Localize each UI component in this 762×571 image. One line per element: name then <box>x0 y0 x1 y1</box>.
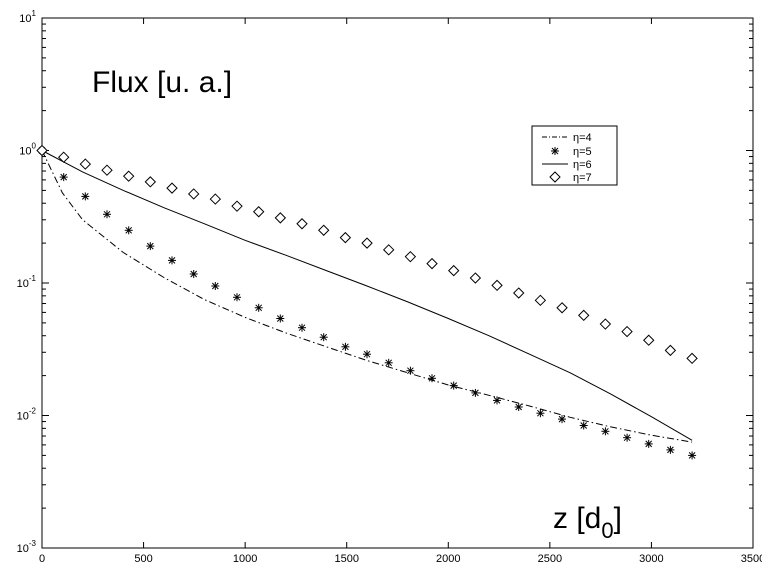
data-point-eta7 <box>643 334 655 346</box>
data-point-eta7 <box>79 158 92 170</box>
data-point-eta7 <box>166 182 178 194</box>
legend-label-eta5: η=5 <box>573 146 592 158</box>
data-point-eta7 <box>404 250 417 263</box>
x-tick-label: 1000 <box>233 553 257 565</box>
data-point-eta7 <box>491 279 503 292</box>
chart-title: Flux [u. a.] <box>92 66 232 99</box>
data-point-eta5 <box>189 270 198 278</box>
legend-label-eta4: η=4 <box>573 132 592 144</box>
legend-swatch-eta5 <box>551 147 559 155</box>
data-point-eta5 <box>276 314 285 323</box>
data-point-eta7 <box>556 302 568 314</box>
data-point-eta7 <box>664 344 677 357</box>
x-tick-label: 2500 <box>538 553 562 565</box>
data-point-eta5 <box>579 421 588 430</box>
data-point-eta7 <box>209 193 222 205</box>
data-point-eta5 <box>341 342 350 351</box>
x-axis-label-close: ] <box>614 502 622 535</box>
data-point-eta7 <box>317 224 330 236</box>
series-layer <box>36 144 698 460</box>
data-point-eta7 <box>534 294 547 307</box>
data-point-eta7 <box>36 144 48 157</box>
data-point-eta5 <box>124 226 133 235</box>
data-point-eta5 <box>493 396 501 405</box>
x-axis-label: z [d0] <box>553 502 622 543</box>
x-tick-label: 500 <box>134 553 152 565</box>
data-point-eta5 <box>168 256 176 265</box>
data-point-eta7 <box>339 231 352 244</box>
x-tick-label: 3500 <box>741 553 762 565</box>
data-point-eta5 <box>536 409 545 418</box>
legend-label-eta6: η=6 <box>573 159 592 171</box>
data-point-eta7 <box>686 352 698 365</box>
data-point-eta7 <box>296 218 308 230</box>
data-point-eta5 <box>406 366 415 375</box>
data-point-eta7 <box>448 264 460 277</box>
series-line-eta6 <box>41 150 693 441</box>
x-tick-label: 3000 <box>639 553 663 565</box>
data-point-eta5 <box>558 415 566 424</box>
x-tick-label: 0 <box>39 553 45 565</box>
legend-box <box>531 125 618 186</box>
series-line-eta4 <box>41 150 693 443</box>
x-axis: 0 500 1000 1500 2000 2500 3000 3500 <box>39 18 762 565</box>
data-point-eta5 <box>428 374 436 383</box>
data-point-eta5 <box>103 210 111 219</box>
data-point-eta5 <box>514 403 523 411</box>
data-point-eta5 <box>233 293 241 302</box>
data-point-eta5 <box>688 451 697 460</box>
y-tick-label: 101 <box>19 9 36 25</box>
y-axis: 10-3 10-2 10-1 100 101 <box>17 9 753 555</box>
data-point-eta5 <box>623 433 632 442</box>
data-point-eta5 <box>254 303 263 312</box>
data-point-eta7 <box>382 244 395 256</box>
y-tick-label: 10-3 <box>17 539 37 555</box>
data-point-eta7 <box>144 176 157 188</box>
x-axis-label-subscript: 0 <box>601 518 613 543</box>
data-point-eta5 <box>211 282 220 290</box>
data-point-eta5 <box>319 333 328 342</box>
legend-label-eta7: η=7 <box>573 172 592 184</box>
data-point-eta7 <box>426 257 438 270</box>
legend-swatch-eta7 <box>549 171 561 183</box>
data-point-eta5 <box>601 427 610 436</box>
data-point-eta5 <box>449 381 458 390</box>
data-point-eta5 <box>471 388 480 397</box>
data-point-eta5 <box>146 242 155 251</box>
data-point-eta5 <box>59 173 68 182</box>
x-axis-label-main: z [d <box>553 502 601 535</box>
y-tick-label: 10-2 <box>17 407 37 423</box>
data-point-eta7 <box>513 287 525 299</box>
data-point-eta7 <box>231 200 243 212</box>
data-point-eta7 <box>101 164 113 176</box>
x-tick-label: 1500 <box>334 553 358 565</box>
y-tick-label: 100 <box>19 142 36 158</box>
data-point-eta7 <box>187 188 200 200</box>
data-point-eta7 <box>252 206 265 218</box>
y-tick-label: 10-1 <box>17 274 37 290</box>
data-point-eta5 <box>81 192 90 201</box>
data-point-eta7 <box>361 237 373 249</box>
data-point-eta5 <box>644 439 653 448</box>
data-point-eta7 <box>469 272 482 284</box>
data-point-eta7 <box>599 318 612 330</box>
legend: η=4 η=5 η=6 η=7 <box>531 125 618 186</box>
data-point-eta7 <box>122 170 135 182</box>
plot-frame <box>41 17 754 549</box>
data-point-eta5 <box>666 445 675 454</box>
data-point-eta5 <box>363 350 371 359</box>
data-point-eta5 <box>384 358 393 367</box>
data-point-eta7 <box>57 151 70 163</box>
data-point-eta7 <box>578 309 590 322</box>
x-tick-label: 2000 <box>436 553 460 565</box>
data-point-eta7 <box>274 212 287 224</box>
data-point-eta7 <box>621 325 633 338</box>
data-point-eta5 <box>298 323 306 332</box>
